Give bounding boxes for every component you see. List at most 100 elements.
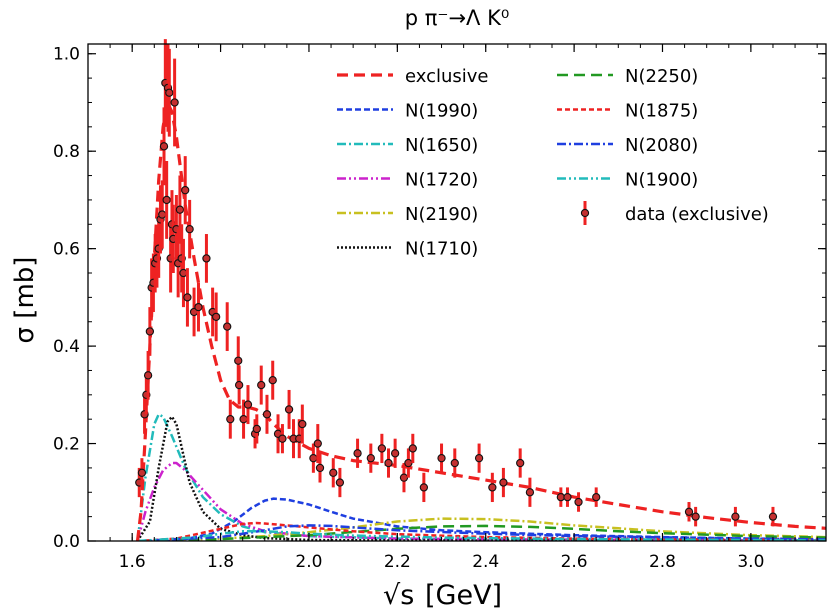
data-marker xyxy=(390,449,400,458)
legend-label: N(1720) xyxy=(405,170,478,191)
data-marker xyxy=(377,444,387,453)
data-marker xyxy=(239,415,248,424)
data-point xyxy=(474,443,484,473)
data-marker xyxy=(234,356,243,365)
data-point xyxy=(234,365,244,405)
data-marker xyxy=(257,380,266,390)
y-tick-label: 0.6 xyxy=(53,240,80,260)
y-tick-label: 0.0 xyxy=(53,532,80,552)
data-marker xyxy=(226,415,235,424)
data-point xyxy=(574,492,583,512)
data-marker xyxy=(162,195,171,205)
legend-item: exclusive xyxy=(337,66,489,87)
x-tick-label: 1.6 xyxy=(119,552,146,572)
y-tick-label: 0.2 xyxy=(53,435,80,455)
data-marker xyxy=(243,400,253,409)
data-point xyxy=(189,287,199,337)
data-marker xyxy=(315,463,325,473)
x-tick-label: 2.6 xyxy=(561,552,588,572)
data-marker xyxy=(366,454,375,463)
legend: exclusive N(1990) N(1650) N(1720) N(2190) N(1… xyxy=(337,66,769,260)
data-point xyxy=(257,365,266,405)
data-point xyxy=(223,302,232,351)
legend-item: N(2190) xyxy=(337,204,478,225)
data-marker xyxy=(684,507,694,516)
data-marker xyxy=(183,293,192,302)
data-point xyxy=(243,385,253,425)
curve-exclusive xyxy=(135,100,826,541)
legend-label: N(1990) xyxy=(405,101,478,122)
curve-n-2250 xyxy=(137,524,826,541)
x-tick-label: 2.8 xyxy=(649,552,676,572)
data-point xyxy=(335,467,345,498)
legend-item: N(1720) xyxy=(337,170,478,191)
y-axis-label: σ [mb] xyxy=(10,257,40,344)
data-point xyxy=(592,487,601,507)
curve-n-1710 xyxy=(136,415,826,541)
data-point xyxy=(404,448,413,478)
data-points-group xyxy=(135,39,778,527)
data-point xyxy=(194,282,203,332)
data-marker xyxy=(165,88,174,97)
x-axis-label-symbol: √s xyxy=(383,580,414,611)
data-point xyxy=(185,199,194,259)
data-point xyxy=(556,487,566,507)
data-marker xyxy=(516,458,525,468)
data-point xyxy=(212,292,221,342)
data-marker xyxy=(158,210,167,219)
data-point xyxy=(268,360,277,400)
y-tick-label: 1.0 xyxy=(53,45,80,65)
legend-item: N(1875) xyxy=(557,101,698,122)
data-point xyxy=(273,414,283,454)
x-axis-label-unit: [GeV] xyxy=(425,580,502,611)
legend-label: data (exclusive) xyxy=(625,204,769,225)
legend-label: N(2080) xyxy=(625,135,698,156)
chart-title: p π⁻→Λ K⁰ xyxy=(405,6,510,30)
data-marker xyxy=(525,488,535,497)
data-point xyxy=(284,389,294,429)
data-marker xyxy=(437,454,446,463)
data-point xyxy=(278,424,287,454)
data-marker xyxy=(159,142,169,151)
data-point xyxy=(315,453,325,483)
legend-label: exclusive xyxy=(405,66,489,87)
data-marker xyxy=(298,419,307,429)
data-point xyxy=(309,443,318,473)
data-marker xyxy=(194,302,203,312)
data-point xyxy=(298,404,307,444)
data-point xyxy=(226,399,235,439)
data-point xyxy=(181,156,190,225)
curve-n-2190 xyxy=(137,517,826,541)
legend-item: data (exclusive) xyxy=(580,201,769,225)
data-point xyxy=(353,438,362,468)
data-point xyxy=(165,48,174,137)
data-point xyxy=(377,433,387,464)
data-point xyxy=(390,438,400,468)
data-marker xyxy=(137,468,147,477)
data-marker xyxy=(252,424,261,434)
legend-item: N(2250) xyxy=(557,66,698,87)
data-marker xyxy=(145,327,155,336)
data-marker xyxy=(404,458,413,468)
data-marker xyxy=(234,380,244,390)
legend-item: N(1990) xyxy=(337,101,478,122)
legend-item: N(1900) xyxy=(557,170,698,191)
data-marker xyxy=(175,205,185,214)
data-point xyxy=(731,506,740,527)
data-marker xyxy=(731,512,740,521)
data-point xyxy=(563,487,572,507)
data-point xyxy=(145,307,155,356)
data-point xyxy=(450,448,459,478)
data-marker xyxy=(488,483,497,492)
data-marker xyxy=(353,449,362,458)
data-marker xyxy=(768,512,778,521)
legend-item: N(1710) xyxy=(337,239,478,260)
data-point xyxy=(525,477,535,507)
data-marker xyxy=(278,434,287,443)
data-point xyxy=(252,414,261,444)
data-marker xyxy=(202,254,211,263)
data-marker xyxy=(419,483,429,492)
data-marker xyxy=(335,478,345,487)
data-marker xyxy=(384,458,393,468)
